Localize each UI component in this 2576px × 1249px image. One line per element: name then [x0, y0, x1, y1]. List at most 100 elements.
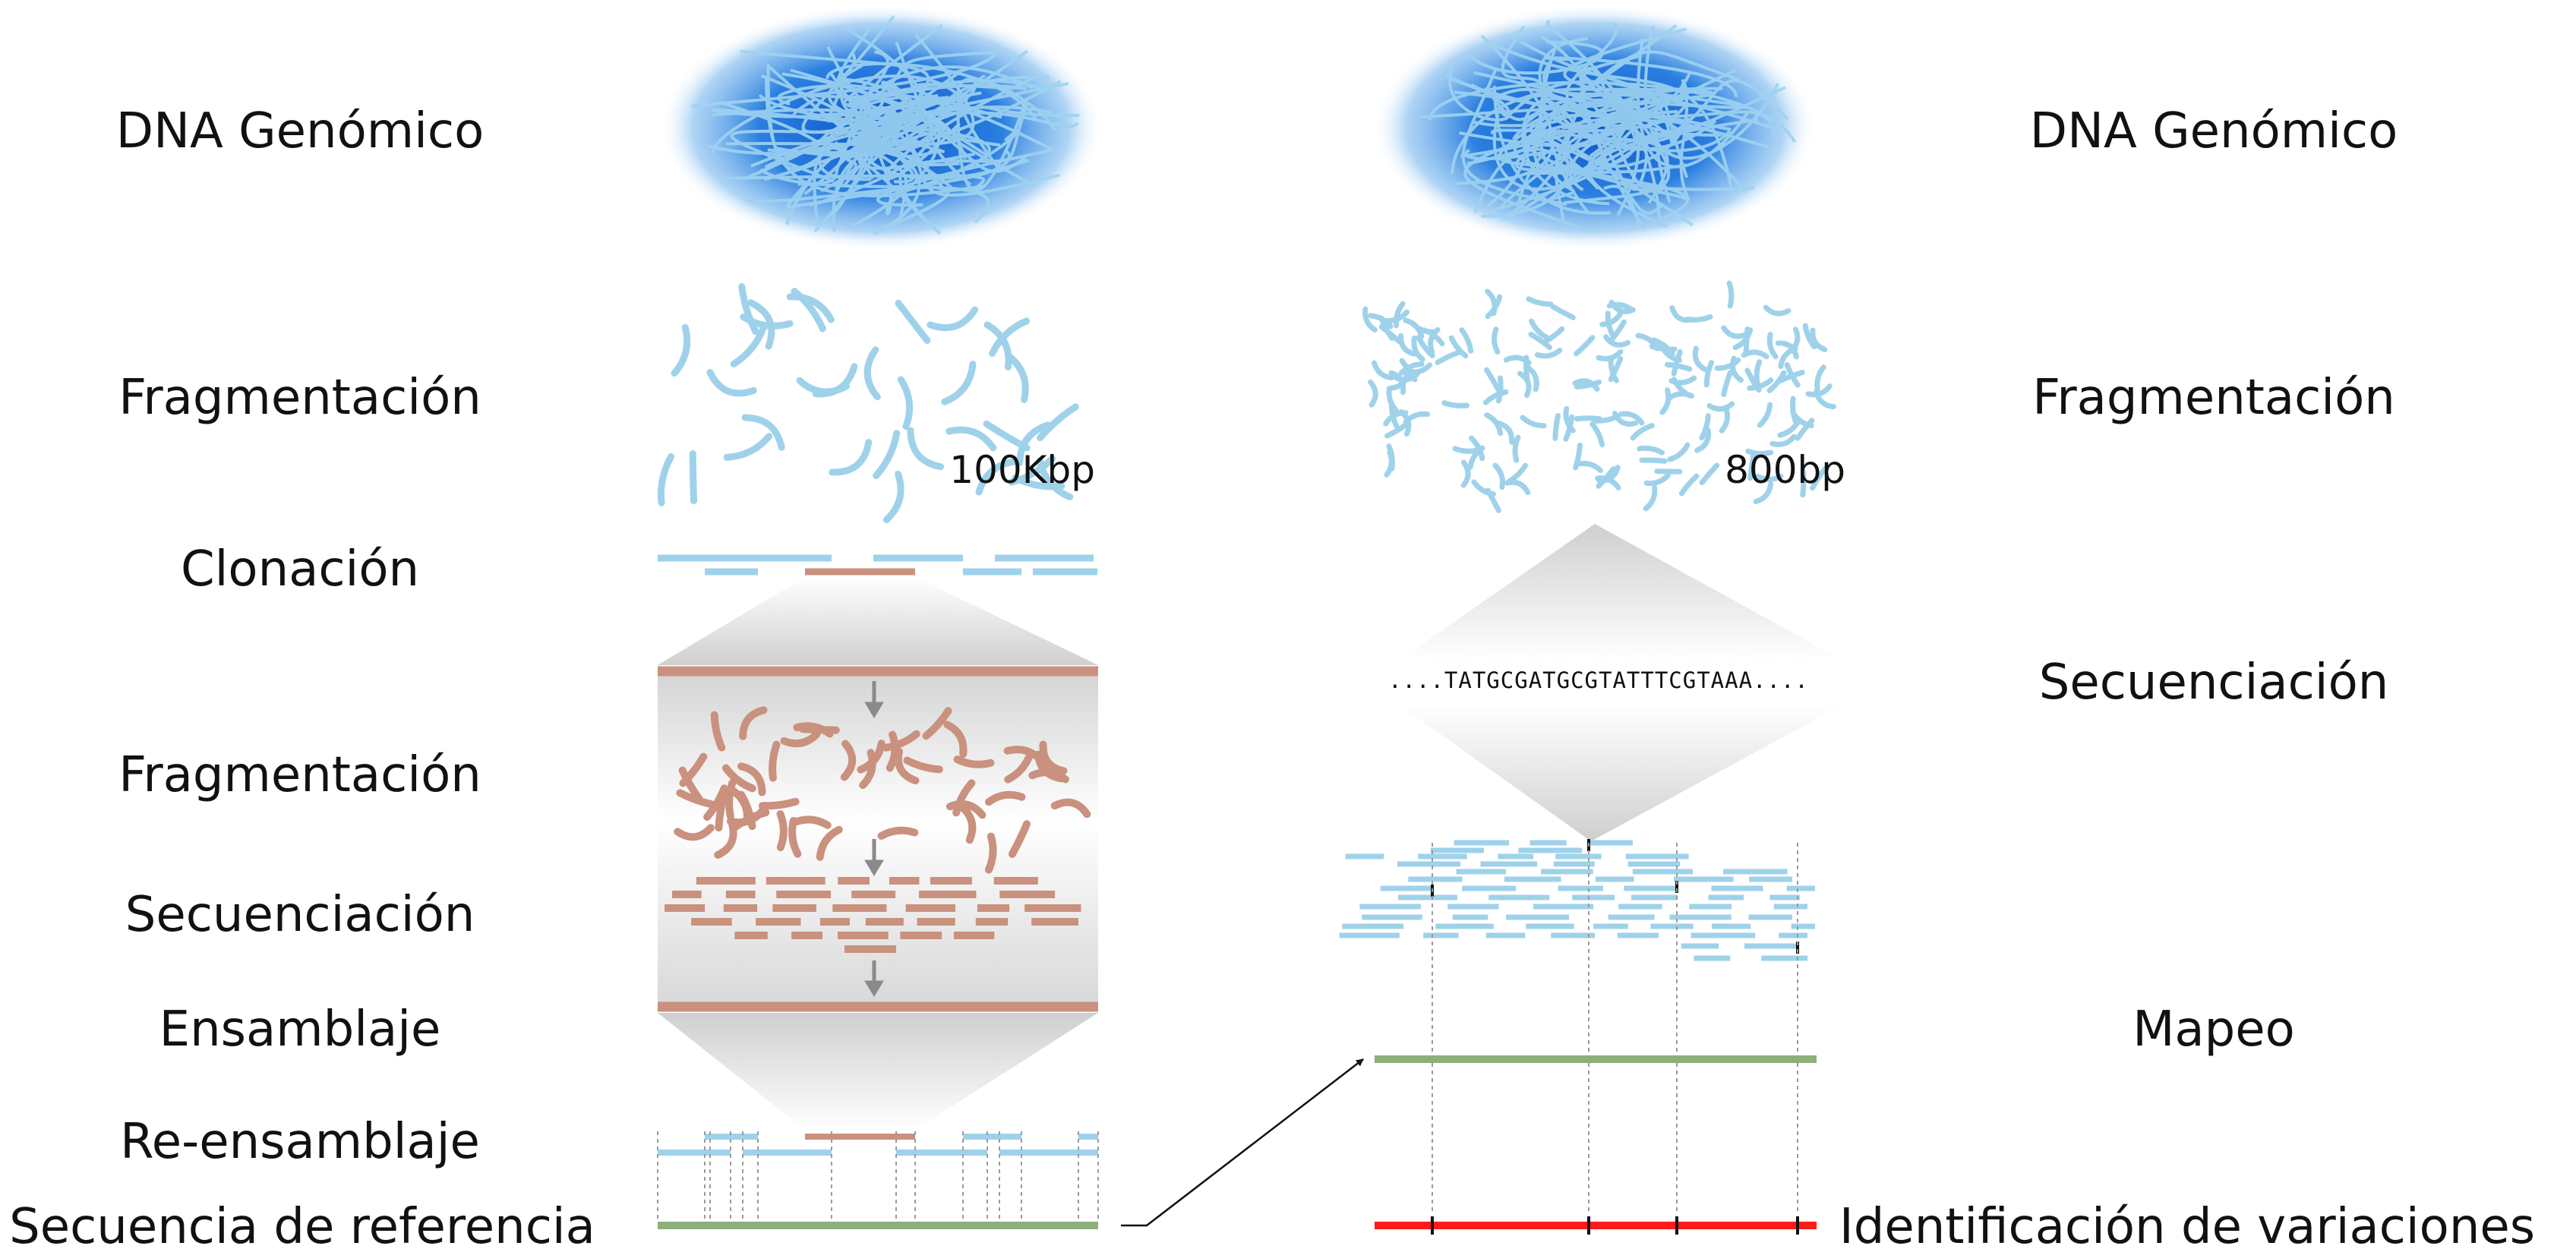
right-label-mapping: Mapeo [2132, 1001, 2295, 1058]
fragment [984, 790, 1026, 806]
dna-strand [1603, 185, 1665, 215]
fragment [1692, 345, 1708, 373]
fragment [721, 764, 756, 793]
dna-strand [956, 77, 1056, 169]
fragment [786, 293, 835, 323]
fragment [1592, 413, 1620, 424]
fragment [1608, 356, 1624, 383]
right-fragments-800bp [1362, 280, 1836, 513]
dna-strand [1564, 74, 1671, 205]
right-label-genomic-dna: DNA Genómico [2030, 103, 2398, 159]
dna-strand [1568, 68, 1736, 191]
fragment [1639, 457, 1668, 464]
dna-strand [1671, 79, 1789, 134]
fragment [1669, 304, 1694, 323]
fragment [737, 762, 766, 796]
fragment [1753, 481, 1774, 504]
cloning-zoom-funnel [658, 577, 1098, 665]
fragment [1398, 408, 1412, 437]
left-fragments-100kbp [657, 282, 1079, 524]
left-label-fragmentation-2: Fragmentación [118, 747, 481, 803]
fragment [1529, 318, 1550, 341]
process-arrows [864, 681, 884, 997]
fragment [945, 426, 997, 452]
down-arrow-icon [864, 839, 884, 876]
fragment [984, 832, 997, 874]
fragment [1484, 412, 1504, 437]
fragment [679, 752, 708, 787]
fragment [758, 797, 800, 810]
clone-fragments [674, 706, 1091, 874]
dna-strand [718, 93, 939, 144]
fragment [1668, 375, 1697, 386]
fragment [710, 711, 726, 752]
fragment [1729, 355, 1744, 383]
fragment [975, 458, 1018, 496]
fragment [738, 282, 759, 336]
variant-markers [1431, 1216, 1799, 1235]
fragment [1452, 446, 1481, 454]
dna-strand [1448, 67, 1511, 121]
fragment [1802, 323, 1817, 350]
fragment [886, 730, 899, 772]
dna-strand [1463, 128, 1587, 232]
fragment [1744, 367, 1762, 393]
dna-strand [1538, 42, 1576, 201]
dna-strand [956, 92, 1028, 192]
fragment [1706, 401, 1735, 412]
fragment [1805, 383, 1833, 398]
dna-strand [849, 93, 973, 180]
fragment [983, 321, 1012, 371]
fragment [790, 815, 832, 829]
reference-to-mapping-arrow [1121, 1058, 1364, 1227]
fragment [1398, 361, 1425, 377]
mapped-short-reads [1339, 839, 1815, 961]
fragment [1039, 740, 1068, 775]
sequencing-zoom-funnel [1399, 524, 1843, 661]
dna-strand [826, 62, 1038, 122]
fragment [1576, 460, 1603, 474]
fragment [1484, 367, 1501, 393]
fragment [1800, 469, 1807, 498]
fragment [1550, 304, 1576, 320]
dna-strand [1461, 68, 1567, 207]
sequence-read-text: ....TATGCGATGCGTATTTCGTAAA.... [1388, 667, 1809, 693]
right-label-variant-identification: Identificación de variaciones [1839, 1199, 2535, 1249]
dna-strand [829, 73, 895, 216]
fragment [1435, 349, 1461, 365]
dna-strand [797, 116, 917, 186]
right-genomic-dna-blob [1373, 5, 1817, 251]
right-label-sequencing: Secuenciación [2039, 654, 2389, 711]
fragment [863, 346, 881, 401]
fragment [1721, 370, 1733, 397]
fragment [730, 323, 767, 367]
fragment [1763, 304, 1792, 317]
dna-strand [759, 168, 990, 224]
fragment [989, 317, 1031, 357]
left-label-reference-sequence: Secuencia de referencia [9, 1199, 595, 1249]
assembly-zoom-funnel [658, 1013, 1098, 1130]
fragment [1467, 445, 1485, 470]
dna-strand [1492, 86, 1612, 215]
fragment [882, 730, 920, 752]
fragment [943, 721, 968, 759]
fragment [882, 470, 904, 524]
dna-strand [1513, 109, 1687, 174]
fragment [1572, 378, 1600, 392]
fragment [945, 800, 987, 819]
fragment [1383, 309, 1410, 323]
fragment [859, 749, 876, 790]
fragment [1028, 768, 1069, 784]
fragment [1608, 319, 1627, 344]
fragment [816, 825, 843, 861]
fragment [1460, 459, 1471, 488]
fragment [1495, 375, 1504, 404]
fragment [723, 433, 773, 461]
dna-strand [898, 148, 1012, 235]
fragment [1775, 340, 1799, 360]
fragment [776, 810, 788, 852]
fragment [1608, 355, 1619, 383]
fragment [1667, 442, 1690, 462]
fragment [1643, 472, 1671, 487]
